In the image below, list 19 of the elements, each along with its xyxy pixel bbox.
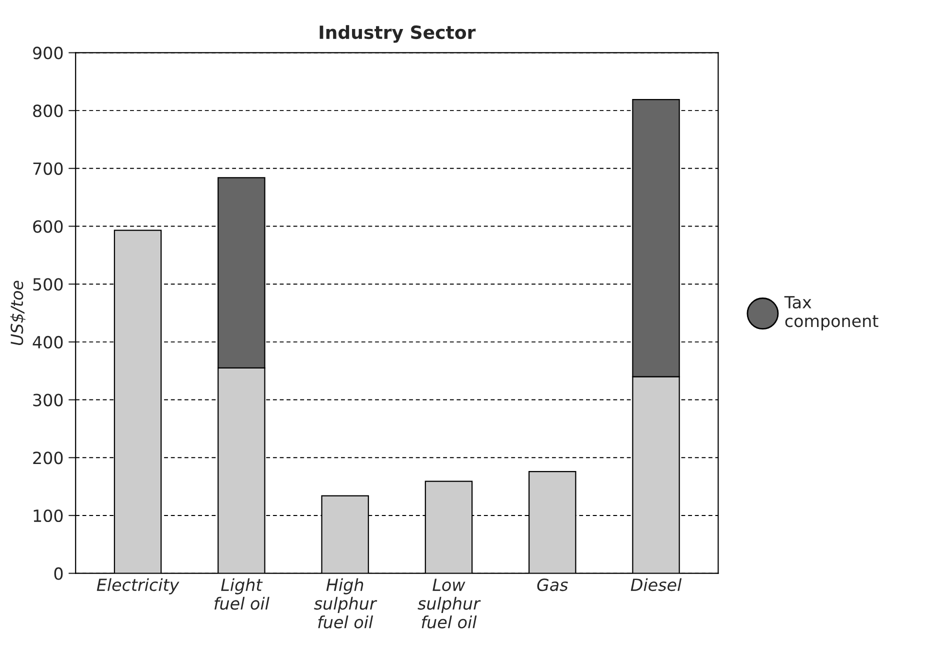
y-tick-label: 700	[33, 162, 63, 175]
y-tick-label: 0	[54, 567, 63, 580]
x-tick-label: Light fuel oil	[214, 578, 270, 610]
y-tick-label: 800	[33, 104, 63, 118]
y-tick-label: 400	[32, 336, 63, 349]
y-tick-label: 200	[33, 452, 63, 464]
x-tick-label: High sulphur fuel oil	[314, 578, 378, 628]
x-tick-label: Low sulphur fuel oil	[418, 578, 481, 628]
x-tick-label: Diesel	[630, 578, 682, 592]
x-tick-label: Electricity	[96, 578, 180, 594]
chart-title: Industry Sector	[320, 25, 476, 43]
y-tick-label: 100	[34, 509, 63, 522]
y-tick-label: 300	[33, 394, 63, 406]
y-tick-label: 500	[33, 278, 63, 291]
x-tick-label: Gas	[537, 578, 568, 592]
y-tick-label: 600	[33, 220, 63, 233]
y-axis-title: US$/toe	[10, 280, 26, 346]
y-tick-label: 900	[33, 46, 63, 60]
legend-label: Tax component	[784, 296, 878, 330]
